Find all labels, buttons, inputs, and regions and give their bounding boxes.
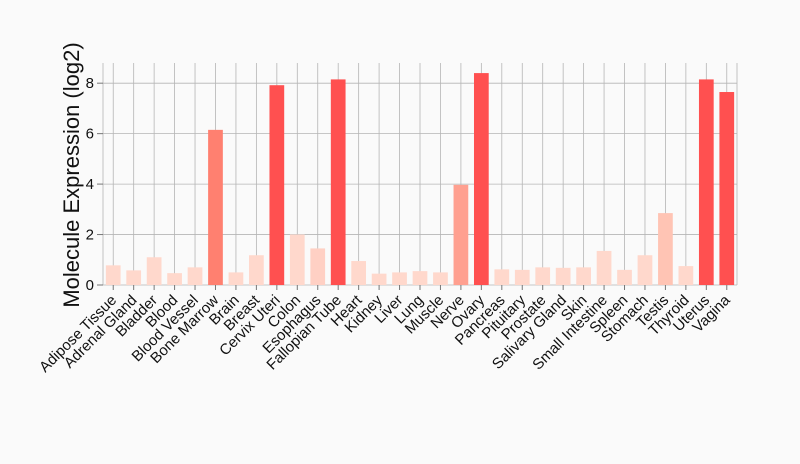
bar-small-intestine bbox=[596, 250, 612, 285]
y-tick-label: 0 bbox=[86, 277, 94, 294]
bar-vagina bbox=[719, 92, 735, 286]
bar-muscle bbox=[433, 272, 448, 285]
bar-adipose-tissue bbox=[105, 265, 121, 285]
bar-heart bbox=[351, 261, 367, 285]
bar-stomach bbox=[637, 255, 653, 285]
bar-spleen bbox=[617, 269, 632, 285]
y-tick-label: 8 bbox=[86, 75, 94, 92]
bar-brain bbox=[228, 272, 244, 285]
y-tick-label: 6 bbox=[86, 126, 94, 143]
bar-salivary-gland bbox=[555, 267, 571, 285]
bar-bladder bbox=[146, 257, 162, 285]
bar-prostate bbox=[535, 267, 551, 285]
bar-skin bbox=[576, 267, 591, 285]
bar-adrenal-gland bbox=[126, 270, 142, 285]
bar-uterus bbox=[698, 79, 714, 285]
bar-lung bbox=[412, 271, 428, 285]
bar-ovary bbox=[473, 73, 489, 285]
bar-kidney bbox=[371, 273, 387, 285]
bar-pancreas bbox=[494, 269, 510, 285]
bar-thyroid bbox=[678, 266, 694, 285]
y-axis-title: Molecule Expression (log2) bbox=[59, 42, 84, 307]
y-tick-label: 2 bbox=[86, 227, 94, 244]
bars-layer bbox=[105, 73, 735, 286]
bar-blood bbox=[167, 273, 182, 285]
grid-layer bbox=[102, 63, 738, 286]
bar-nerve bbox=[453, 184, 469, 285]
bar-fallopian-tube bbox=[330, 79, 346, 285]
y-axis-ticks: 0 2 4 6 8 bbox=[86, 75, 103, 294]
bar-colon bbox=[289, 234, 305, 285]
bar-esophagus bbox=[310, 248, 326, 285]
bar-bone-marrow bbox=[208, 129, 223, 285]
bar-blood-vessel bbox=[187, 267, 203, 285]
bar-testis bbox=[658, 213, 673, 285]
bar-cervix-uteri bbox=[269, 85, 285, 285]
bar-pituitary bbox=[514, 269, 530, 285]
y-tick-label: 4 bbox=[86, 176, 94, 193]
bar-breast bbox=[249, 255, 264, 285]
bar-liver bbox=[392, 272, 407, 285]
